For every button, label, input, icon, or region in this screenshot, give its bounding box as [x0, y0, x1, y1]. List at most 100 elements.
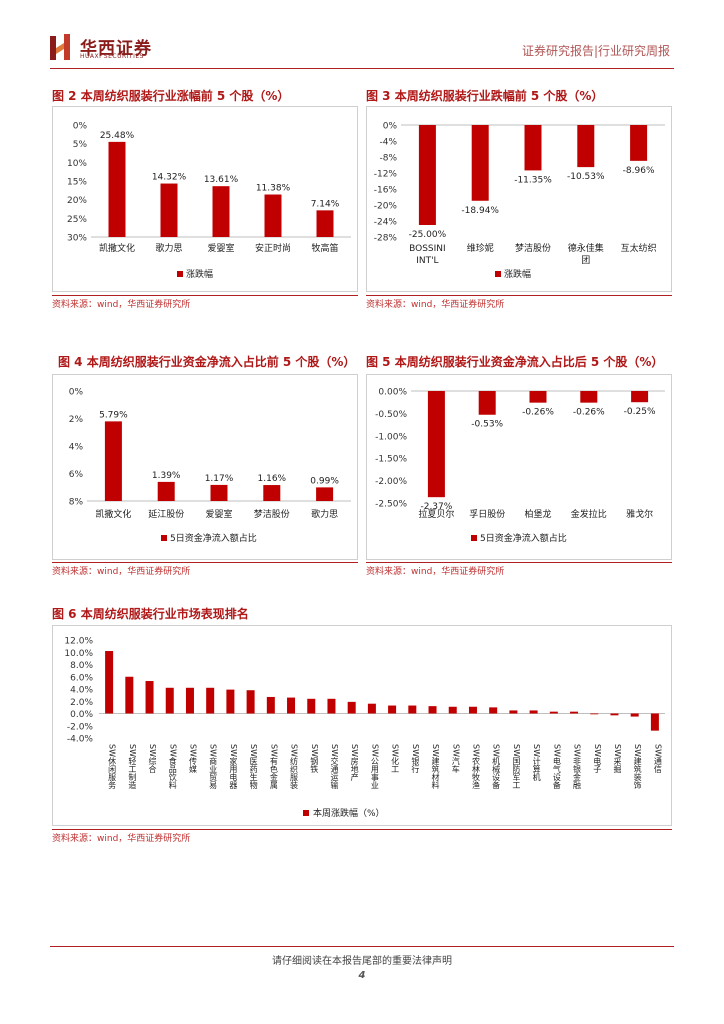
data-label: -11.35%	[514, 175, 552, 185]
data-label: 1.17%	[205, 474, 234, 484]
figure-5-source: 资料来源：wind，华西证券研究所	[366, 567, 505, 577]
category-label: 雅戈尔	[626, 508, 653, 520]
y-tick-label: 2.0%	[70, 698, 93, 708]
bar	[590, 713, 599, 715]
figure-2-title: 图 2 本周纺织服装行业涨幅前 5 个股（%）	[52, 89, 290, 103]
y-tick-label: 4.0%	[70, 686, 93, 696]
figure-2-frame: 0% 5% 10% 15% 20% 25% 30% 25.48% 凯撒文化 14.32% 歌力思 13…	[52, 106, 358, 292]
y-tick-label: 10%	[67, 159, 87, 169]
data-label: -8.96%	[623, 166, 655, 176]
figure-3-divider	[366, 295, 672, 296]
category-label: 德永佳集	[568, 242, 604, 254]
category-label: SW商业贸易	[209, 744, 218, 790]
data-label: 1.16%	[258, 474, 287, 484]
legend-swatch	[495, 271, 501, 277]
data-label: -0.53%	[471, 420, 503, 430]
y-tick-label: 25%	[67, 215, 87, 225]
category-label: 梦洁股份	[515, 242, 551, 254]
category-label: 爱婴室	[207, 242, 234, 254]
category-label: 团	[581, 255, 590, 266]
bar	[104, 421, 122, 501]
y-tick-label: -24%	[374, 218, 398, 228]
category-label: SW医药生物	[249, 744, 258, 790]
legend-label: 涨跌幅	[186, 268, 213, 280]
y-tick-label: 20%	[67, 196, 87, 206]
huaxi-logo-icon	[50, 34, 70, 60]
bar	[327, 698, 336, 714]
data-label: 13.61%	[204, 175, 239, 185]
legend-swatch	[471, 535, 477, 541]
data-label: -18.94%	[461, 206, 499, 216]
category-label: SW通信	[653, 744, 662, 774]
y-tick-label: -4.0%	[67, 735, 94, 745]
bar	[478, 391, 496, 415]
category-label: SW计算机	[532, 744, 541, 782]
category-label: SW房地产	[350, 744, 359, 782]
bar	[125, 676, 134, 714]
data-label: 0.99%	[310, 476, 339, 486]
bar	[529, 391, 547, 403]
bar	[160, 183, 178, 237]
bar	[408, 705, 417, 714]
category-label: SW综合	[148, 744, 157, 774]
data-label: 14.32%	[152, 173, 187, 183]
bar	[631, 391, 649, 403]
figure-3-title: 图 3 本周纺织服装行业跌幅前 5 个股（%）	[366, 89, 604, 103]
figure-2-source: 资料来源：wind，华西证券研究所	[52, 300, 191, 310]
category-label: 拉夏贝尔	[418, 508, 454, 520]
y-tick-label: 15%	[67, 178, 87, 188]
y-tick-label: -28%	[374, 234, 398, 244]
category-label: SW有色金属	[269, 744, 278, 790]
bar	[226, 689, 235, 714]
category-label: 延江股份	[148, 508, 184, 520]
y-tick-label: -1.00%	[375, 432, 407, 442]
category-label: SW轻工制造	[128, 744, 137, 790]
category-label: 牧高笛	[311, 242, 338, 254]
y-tick-label: 4%	[69, 443, 84, 453]
data-label: 1.39%	[152, 471, 181, 481]
bar	[509, 710, 518, 714]
y-tick-label: 0.0%	[70, 710, 93, 720]
figure-6-divider	[52, 829, 672, 830]
y-tick-label: -2.00%	[375, 477, 407, 487]
bar	[316, 487, 334, 501]
category-label: 金发拉比	[571, 508, 607, 520]
category-label: 凯撒文化	[99, 242, 135, 254]
figure-6-title: 图 6 本周纺织服装行业市场表现排名	[52, 607, 249, 621]
data-label: -0.25%	[624, 407, 656, 417]
bar	[468, 706, 477, 714]
bar	[246, 690, 255, 714]
category-label: 互太纺织	[621, 242, 657, 254]
bar	[263, 485, 281, 501]
category-label: 梦洁股份	[254, 508, 290, 520]
figure-5-frame: 0.00% -0.50% -1.00% -1.50% -2.00% -2.50% -2.37…	[366, 374, 672, 560]
figure-4-divider	[52, 562, 358, 563]
bar	[367, 703, 376, 714]
bar	[428, 706, 437, 714]
data-label: 11.38%	[256, 184, 291, 194]
figure-6-frame: 12.0% 10.0% 8.0% 6.0% 4.0% 2.0% 0.0% -2.0% -4.0%…	[52, 625, 672, 826]
bar	[145, 681, 154, 714]
data-label: 7.14%	[311, 199, 340, 209]
y-tick-label: 0.00%	[378, 388, 407, 398]
category-label: SW非银金融	[573, 744, 582, 790]
figure-5-chart: 0.00% -0.50% -1.00% -1.50% -2.00% -2.50% -2.37…	[375, 388, 665, 544]
category-label: SW建筑材料	[431, 744, 440, 790]
figure-6-chart: 12.0% 10.0% 8.0% 6.0% 4.0% 2.0% 0.0% -2.0% -4.0%…	[64, 637, 665, 819]
bar	[165, 687, 174, 714]
figure-3-chart: 0% -4% -8% -12% -16% -20% -24% -28% -25.00% BOSSI…	[374, 122, 665, 280]
data-label: -0.26%	[573, 408, 605, 418]
y-tick-label: -20%	[374, 202, 398, 212]
bar	[388, 705, 397, 714]
bar	[471, 125, 489, 201]
y-tick-label: 8%	[69, 498, 84, 508]
data-label: -25.00%	[409, 230, 447, 240]
figure-3-source: 资料来源：wind，华西证券研究所	[366, 300, 505, 310]
category-label: SW银行	[411, 744, 420, 774]
figure-2-divider	[52, 295, 358, 296]
bar	[630, 125, 648, 161]
legend-swatch	[177, 271, 183, 277]
category-label: SW采掘	[613, 744, 622, 774]
legend-swatch	[303, 810, 309, 816]
y-tick-label: 2%	[69, 415, 84, 425]
